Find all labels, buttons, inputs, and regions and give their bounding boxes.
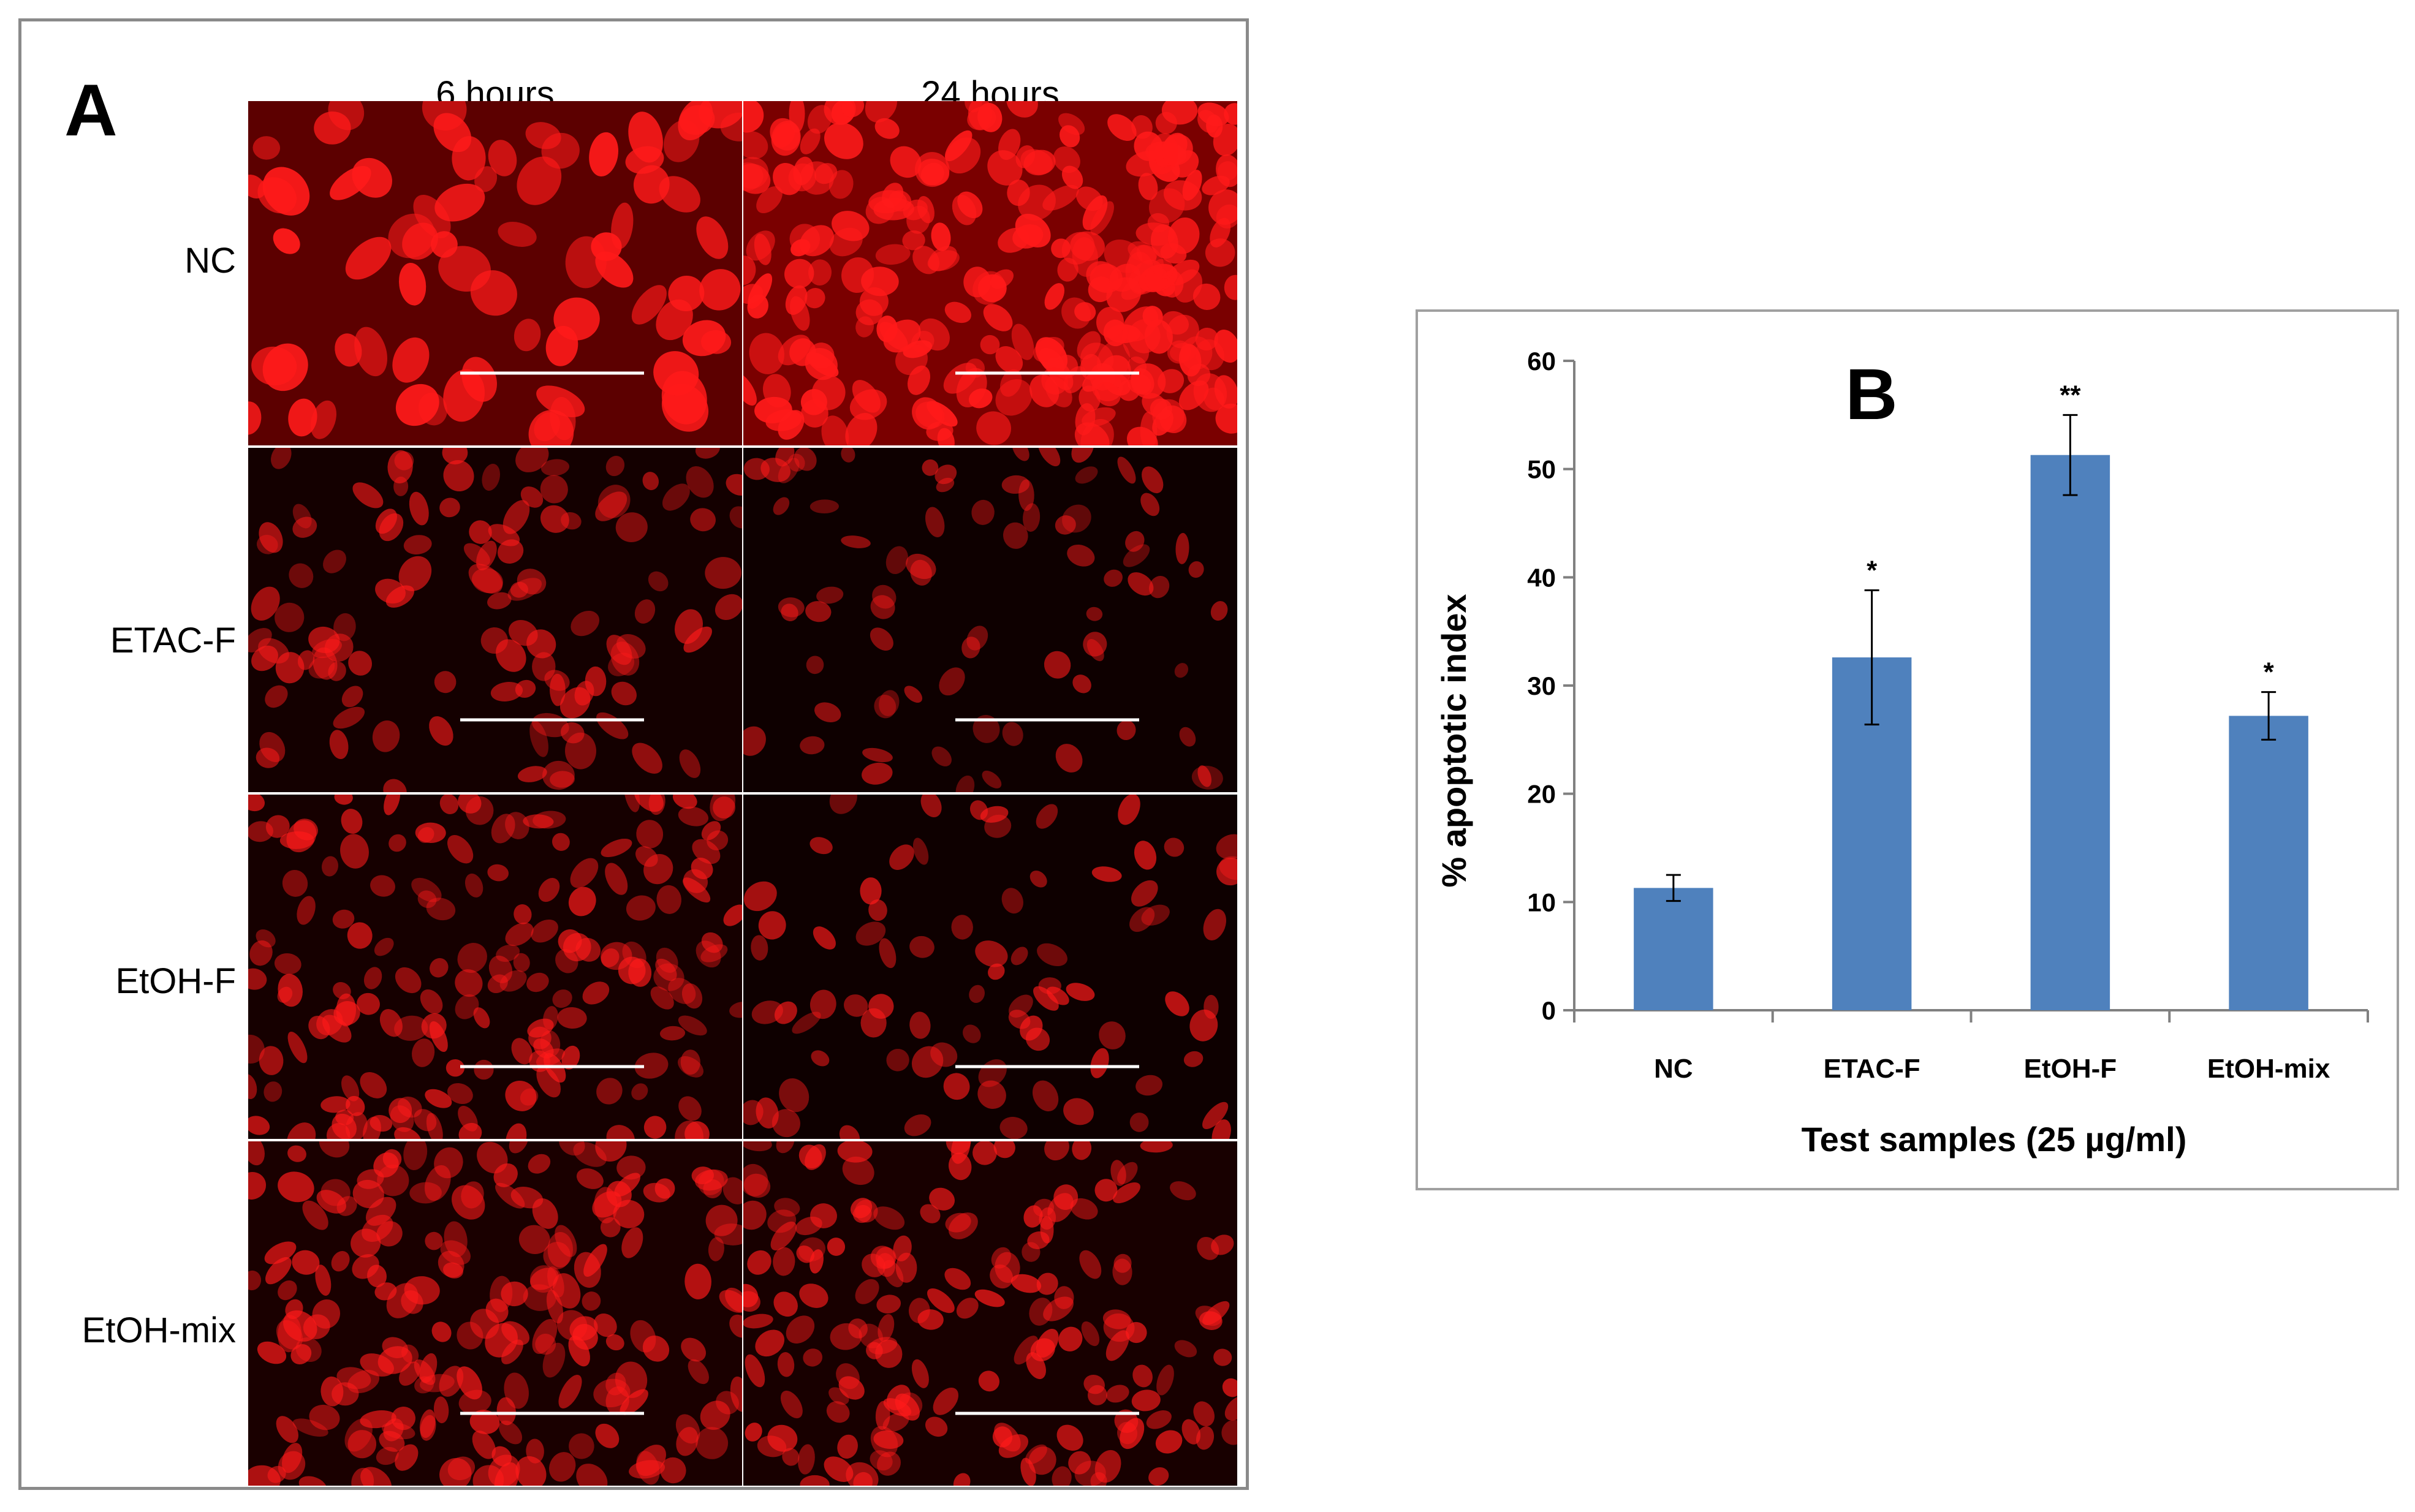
x-tick-label: ETAC-F	[1824, 1054, 1920, 1084]
error-bar-nc	[1666, 874, 1681, 902]
micrograph-nc-6h	[248, 101, 742, 445]
significance-marker: *	[1867, 556, 1878, 586]
row-label-nc: NC	[184, 241, 236, 281]
micrograph-etoh-f-24h	[743, 795, 1237, 1139]
micrograph-nc-24h	[743, 101, 1237, 445]
bar-etoh-mix	[2229, 716, 2308, 1010]
micrograph-etoh-f-6h	[248, 795, 742, 1139]
micrograph-etac-f-24h	[743, 448, 1237, 792]
x-axis-title: Test samples (25 µg/ml)	[1802, 1120, 2187, 1159]
y-tick-label: 30	[1527, 671, 1556, 700]
bar-chart-svg: B 0 10 20 30 40 50 60 NC ETAC-F EtOH-F EtOH-mix *…	[1435, 347, 2369, 1159]
bar-nc	[1634, 888, 1713, 1010]
row-label-etac-f: ETAC-F	[110, 621, 236, 660]
micrograph-etoh-mix-6h	[248, 1141, 742, 1486]
error-bar-etoh-mix	[2261, 691, 2277, 741]
panel-a-figure: A 6 hours 24 hours NC ETAC-F EtOH-F EtOH…	[18, 18, 1249, 1490]
row-label-etoh-f: EtOH-F	[115, 961, 236, 1001]
panel-a-label: A	[64, 69, 118, 151]
significance-marker: *	[2264, 657, 2275, 687]
y-tick-label: 20	[1527, 780, 1556, 809]
error-bar-etac-f	[1864, 589, 1879, 726]
bar-etoh-f	[2030, 455, 2110, 1010]
panel-b-label: B	[1845, 354, 1897, 435]
y-tick-label: 50	[1527, 455, 1556, 484]
y-tick-label: 10	[1527, 888, 1556, 917]
x-tick-label: EtOH-mix	[2207, 1054, 2330, 1084]
row-label-etoh-mix: EtOH-mix	[82, 1310, 236, 1350]
y-tick-label: 0	[1542, 996, 1556, 1025]
y-axis: 0 10 20 30 40 50 60	[1527, 347, 1575, 1025]
micrograph-etac-f-6h	[248, 448, 742, 792]
error-bar-etoh-f	[2063, 414, 2078, 496]
x-tick-label: NC	[1654, 1054, 1693, 1084]
micrograph-etoh-mix-24h	[743, 1141, 1237, 1486]
y-axis-title: % apoptotic index	[1435, 594, 1473, 887]
x-tick-label: EtOH-F	[2024, 1054, 2117, 1084]
panel-b-chart: B 0 10 20 30 40 50 60 NC ETAC-F EtOH-F EtOH-mix *…	[1416, 309, 2399, 1190]
bars-group: ****	[1634, 380, 2308, 1010]
significance-marker: **	[2060, 380, 2081, 410]
x-axis: NC ETAC-F EtOH-F EtOH-mix	[1573, 1009, 2369, 1084]
y-tick-label: 40	[1527, 563, 1556, 592]
y-tick-label: 60	[1527, 347, 1556, 376]
